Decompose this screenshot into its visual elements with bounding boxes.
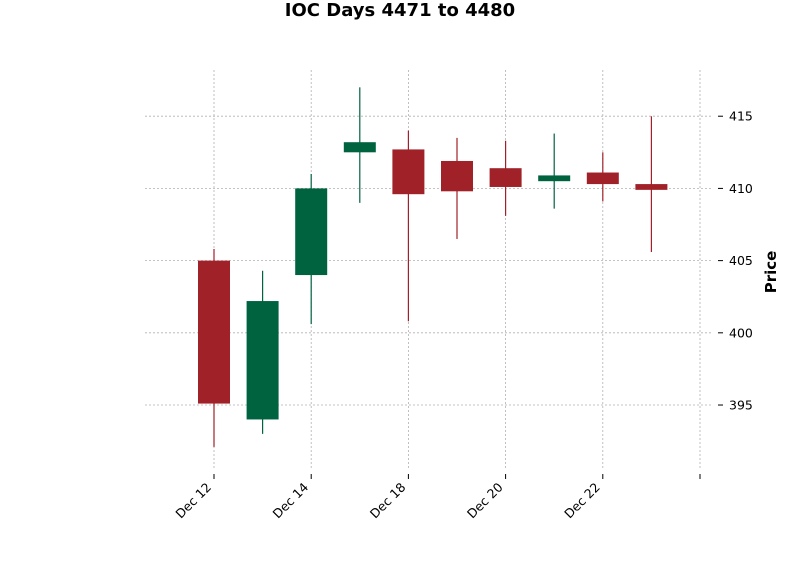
candle-body-up bbox=[538, 175, 571, 182]
candle-body-down bbox=[198, 260, 230, 404]
y-tick-label: 405 bbox=[729, 253, 753, 268]
y-tick-label: 395 bbox=[729, 398, 753, 413]
x-tick-label: Dec 14 bbox=[270, 479, 312, 521]
x-tick-label: Dec 12 bbox=[172, 480, 214, 522]
y-tick-label: 400 bbox=[729, 325, 753, 340]
candle-body-up bbox=[295, 188, 328, 276]
grid-layer bbox=[145, 70, 712, 470]
candle-body-down bbox=[586, 172, 619, 185]
x-tick-label: Dec 18 bbox=[367, 479, 409, 521]
y-tick-label: 415 bbox=[729, 109, 753, 124]
candle-body-up bbox=[343, 142, 376, 153]
chart-title: IOC Days 4471 to 4480 bbox=[284, 0, 516, 21]
candle-body-down bbox=[441, 160, 473, 192]
candle-body-down bbox=[489, 168, 522, 187]
candle-layer bbox=[198, 87, 668, 447]
candle-body-down bbox=[392, 149, 425, 195]
candle-body-down bbox=[635, 184, 668, 190]
x-tick-label: Dec 22 bbox=[561, 480, 603, 522]
x-tick-label: Dec 20 bbox=[464, 479, 506, 521]
y-tick-label: 410 bbox=[729, 181, 753, 196]
y-axis-label: Price bbox=[762, 251, 780, 294]
candle-body-up bbox=[246, 301, 279, 420]
